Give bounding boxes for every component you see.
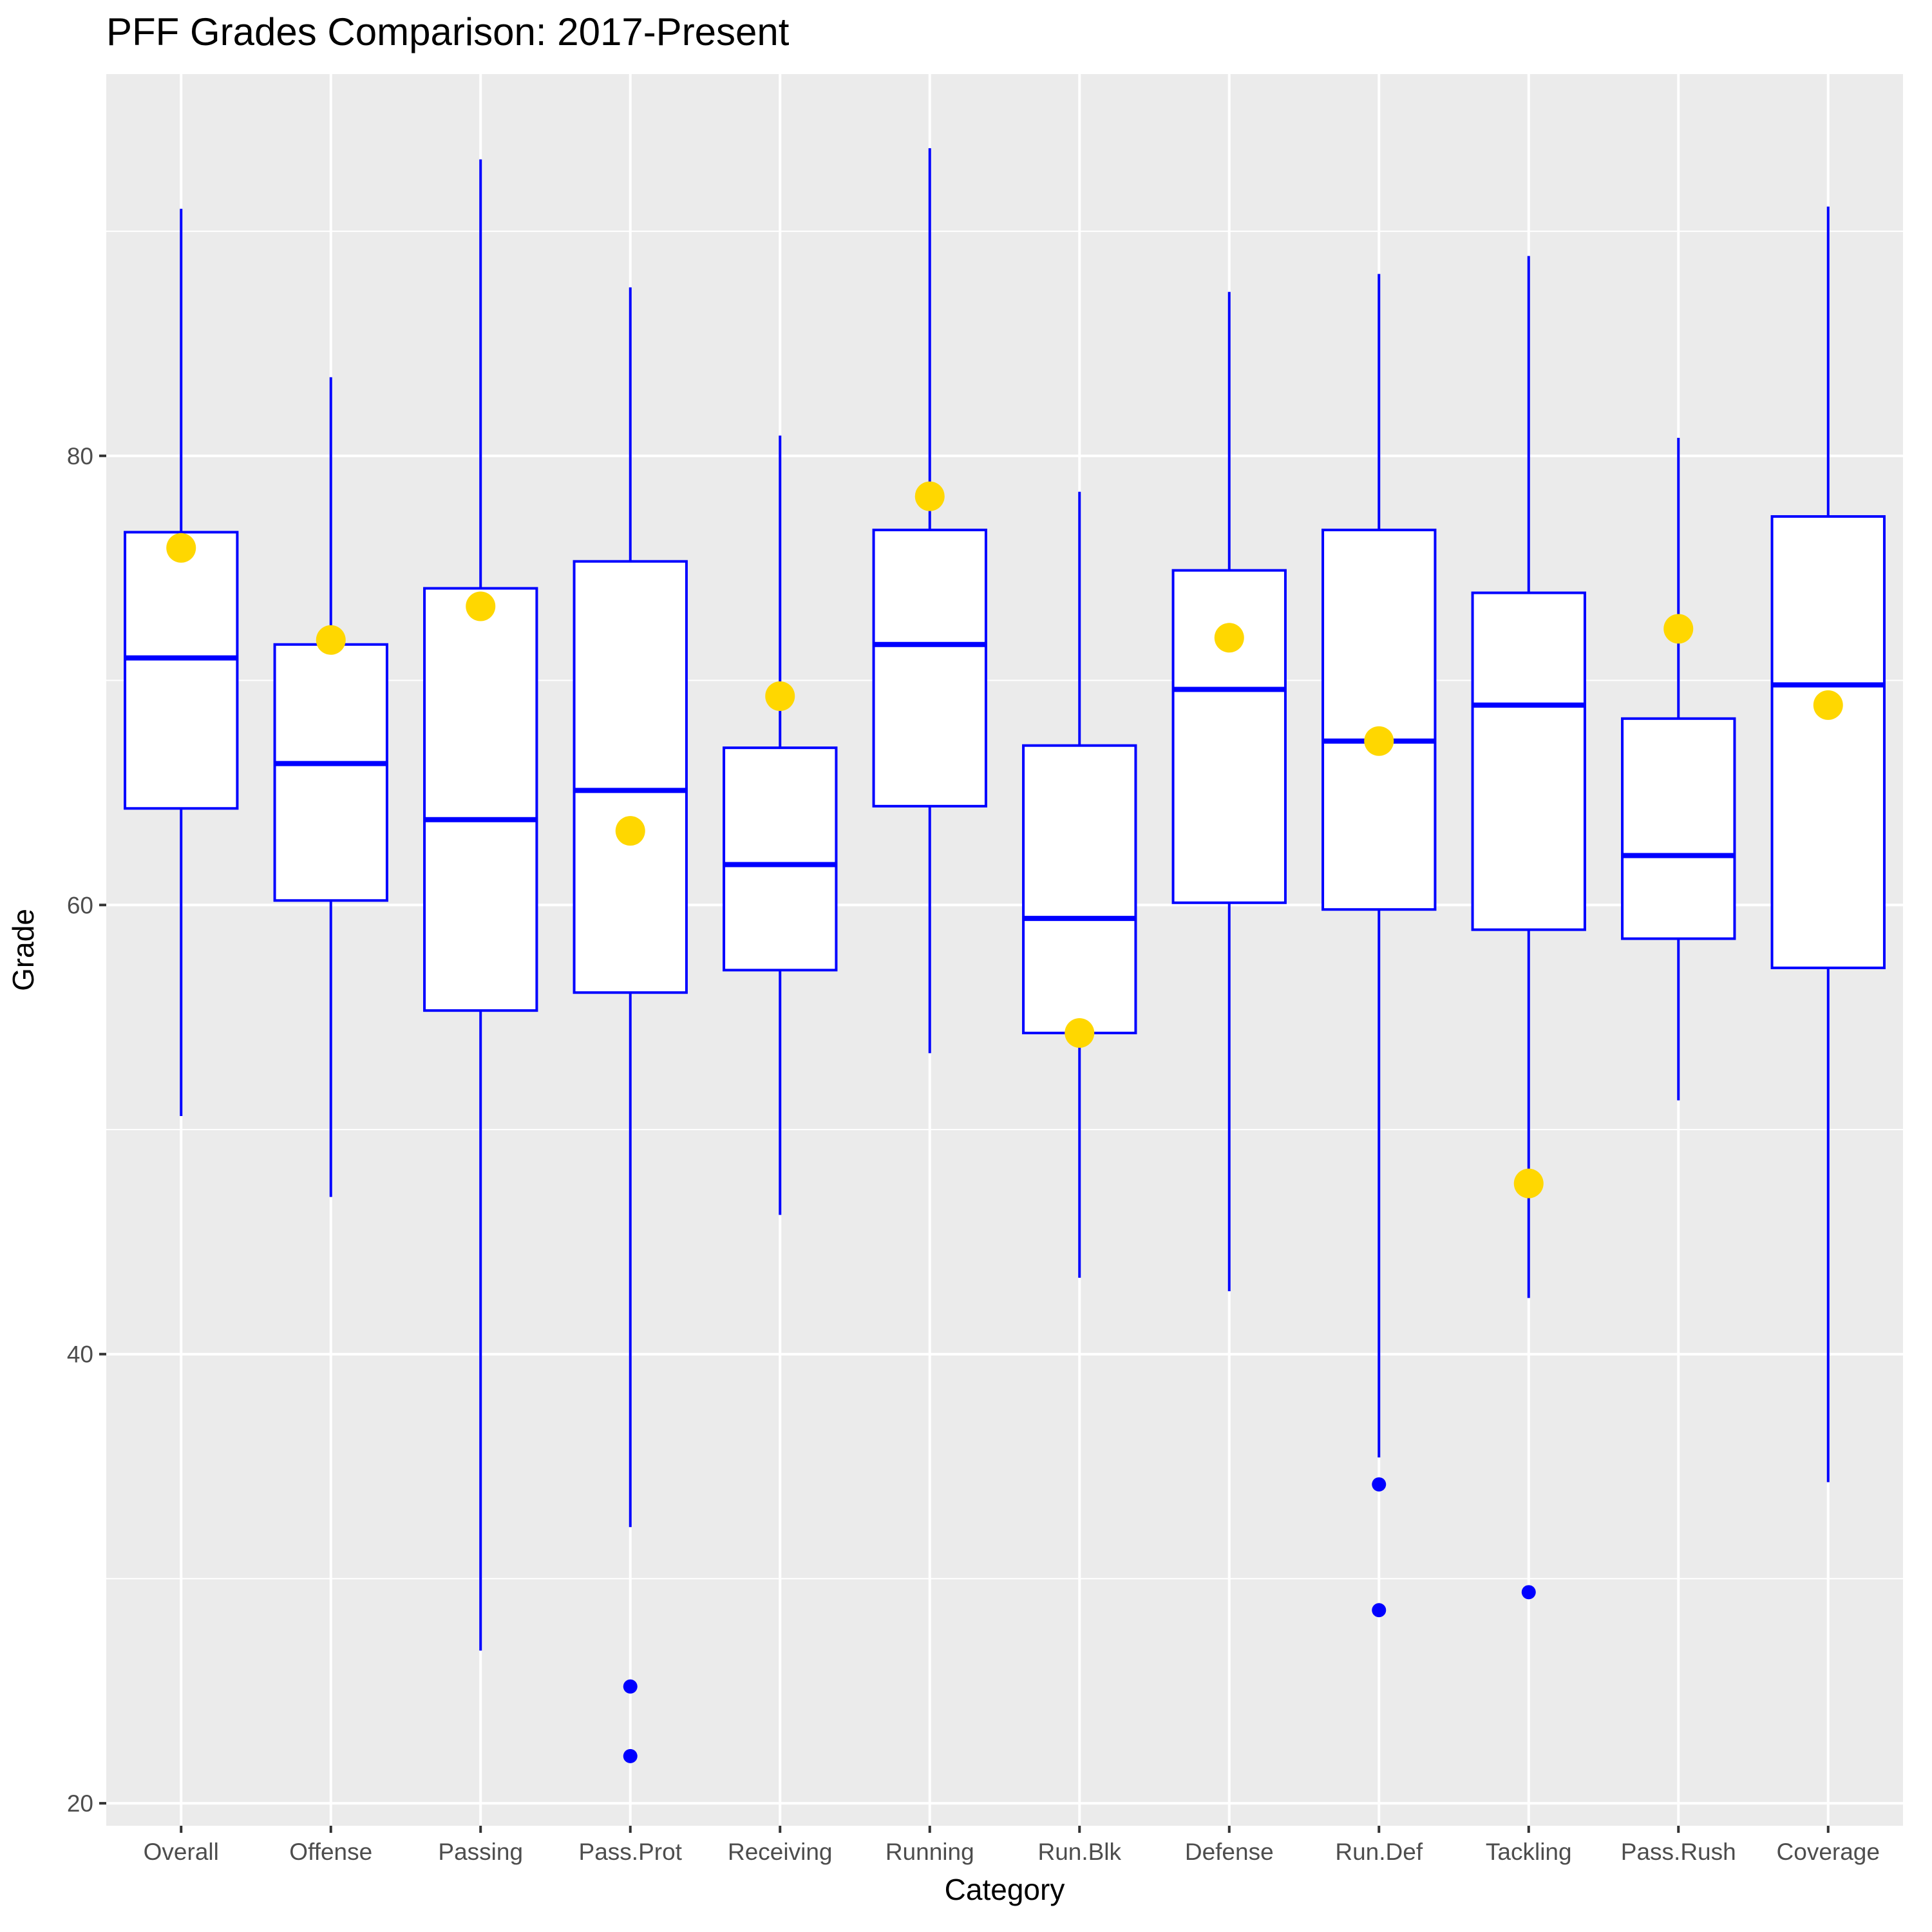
outlier-point <box>1521 1585 1536 1600</box>
box-series <box>124 148 1886 1763</box>
highlight-point <box>1065 1018 1095 1048</box>
x-tick-label: Running <box>886 1839 974 1865</box>
box-iqr <box>423 587 538 1012</box>
box-receiving <box>723 435 838 1215</box>
x-tick-label: Tackling <box>1486 1839 1572 1865</box>
box-iqr <box>1022 744 1137 1035</box>
box-offense <box>273 377 388 1197</box>
box-iqr <box>1621 717 1736 940</box>
x-tick-label: Coverage <box>1777 1839 1880 1865</box>
highlight-point <box>1813 690 1843 720</box>
box-iqr <box>1471 591 1586 931</box>
y-axis-title: Grade <box>6 909 40 991</box>
x-tick-label: Pass.Prot <box>579 1839 683 1865</box>
highlight-point <box>316 625 346 655</box>
box-iqr <box>1171 569 1287 904</box>
box-run-blk <box>1022 491 1137 1278</box>
box-iqr <box>273 643 388 902</box>
y-tick-label: 60 <box>67 892 93 918</box>
x-tick-label: Run.Blk <box>1037 1839 1121 1865</box>
box-iqr <box>124 531 239 810</box>
y-axis-ticks: 20 40 60 80 <box>67 443 106 1817</box>
x-tick-label: Offense <box>289 1839 372 1865</box>
outlier-point <box>623 1679 638 1694</box>
highlight-point <box>1364 726 1394 756</box>
x-tick-label: Defense <box>1185 1839 1274 1865</box>
box-pass-prot <box>573 287 688 1763</box>
box-iqr <box>1321 528 1437 911</box>
box-coverage <box>1770 206 1886 1482</box>
x-tick-label: Receiving <box>728 1839 832 1865</box>
box-iqr <box>1770 515 1886 969</box>
outlier-point <box>1372 1603 1387 1618</box>
highlight-point <box>466 591 496 621</box>
x-tick-label: Overall <box>144 1839 219 1865</box>
minor-gridlines <box>106 231 1903 1580</box>
outlier-point <box>1372 1477 1387 1492</box>
highlight-point <box>765 681 795 711</box>
highlight-points <box>166 481 1843 1198</box>
outlier-point <box>623 1748 638 1763</box>
box-run-def <box>1321 274 1437 1618</box>
box-running <box>872 148 987 1054</box>
box-iqr <box>573 560 688 994</box>
highlight-point <box>166 533 196 563</box>
highlight-point <box>1663 614 1694 644</box>
highlight-point <box>615 816 645 846</box>
highlight-point <box>914 481 945 511</box>
y-tick-label: 80 <box>67 443 93 469</box>
box-iqr <box>872 528 987 808</box>
box-tackling <box>1471 256 1586 1600</box>
box-overall <box>124 209 239 1117</box>
y-tick-label: 40 <box>67 1341 93 1368</box>
x-tick-label: Passing <box>438 1839 523 1865</box>
x-tick-label: Run.Def <box>1335 1839 1423 1865</box>
box-passing <box>423 159 538 1651</box>
x-axis-title: Category <box>945 1873 1065 1906</box>
x-tick-label: Pass.Rush <box>1621 1839 1736 1865</box>
plot-panel <box>106 74 1903 1826</box>
highlight-point <box>1513 1168 1544 1198</box>
highlight-point <box>1214 623 1244 653</box>
chart-title: PFF Grades Comparison: 2017-Present <box>106 10 790 53</box>
box-pass-rush <box>1621 437 1736 1101</box>
y-tick-label: 20 <box>67 1790 93 1817</box>
box-iqr <box>723 746 838 972</box>
x-axis-ticks: Overall Offense Passing Pass.Prot Receiving R… <box>144 1826 1880 1865</box>
